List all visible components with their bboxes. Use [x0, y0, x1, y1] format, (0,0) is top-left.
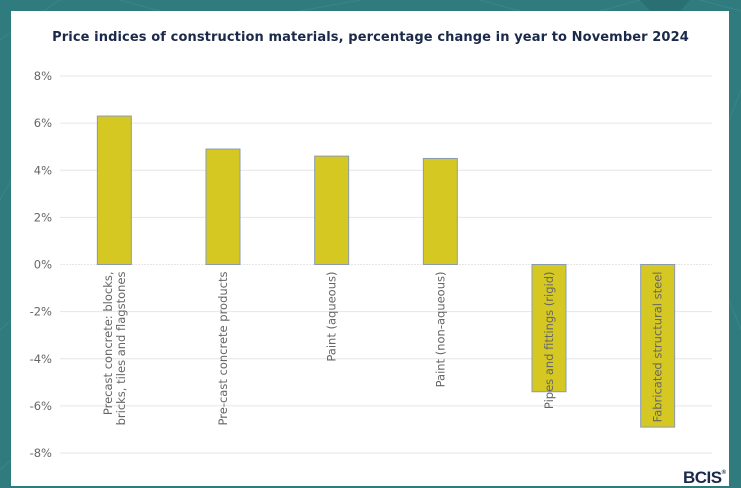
chart-title: Price indices of construction materials,… [52, 30, 689, 45]
x-category-label: bricks, tiles and flagstones [114, 271, 128, 425]
registered-mark: ® [721, 470, 726, 476]
bar [205, 148, 241, 265]
bcis-logo: BCIS® [683, 468, 726, 488]
y-tick-label: -6% [30, 399, 52, 413]
y-tick-label: -2% [30, 305, 52, 319]
bar [96, 115, 132, 266]
logo-text: BCIS [683, 468, 722, 487]
bar [640, 264, 676, 428]
y-tick-label: 0% [34, 258, 52, 272]
x-category-label: Pipes and fittings (rigid) [542, 272, 556, 410]
bar [422, 157, 458, 265]
y-tick-label: 8% [34, 69, 52, 83]
y-tick-label: -4% [30, 352, 52, 366]
x-category-label: Paint (aqueous) [325, 272, 339, 362]
y-tick-label: 4% [34, 163, 52, 177]
y-tick-label: -8% [30, 446, 52, 460]
bar [531, 264, 567, 393]
x-category-label: Pre-cast concrete products [216, 272, 230, 426]
y-tick-label: 2% [34, 210, 52, 224]
y-tick-label: 6% [34, 116, 52, 130]
x-category-label: Fabricated structural steel [651, 272, 665, 423]
bar [314, 155, 350, 265]
x-category-label: Precast concrete: blocks, [101, 272, 115, 416]
x-category-label: Paint (non-aqueous) [433, 272, 447, 388]
